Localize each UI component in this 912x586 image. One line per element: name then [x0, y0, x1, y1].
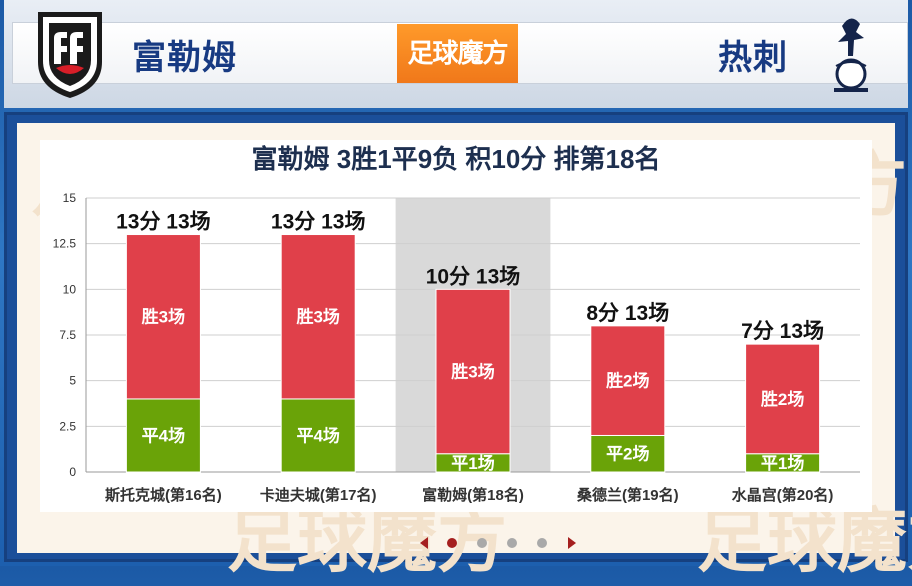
pager — [420, 536, 580, 550]
bar-segment — [280, 234, 356, 400]
bar-total-label: 10分 13场 — [426, 265, 521, 288]
pager-dot-1[interactable] — [447, 538, 457, 548]
bar-segment-label: 平4场 — [296, 426, 339, 445]
y-tick-label: 12.5 — [53, 237, 77, 251]
bar-segment — [590, 325, 666, 436]
bar-segment-label: 平4场 — [142, 426, 185, 445]
bar-total-label: 8分 13场 — [586, 302, 669, 325]
x-tick-label: 卡迪夫城(第17名) — [260, 486, 377, 504]
bar-segment-label: 胜2场 — [606, 372, 649, 391]
bar-total-label: 13分 13场 — [116, 211, 211, 234]
y-tick-label: 7.5 — [59, 328, 76, 342]
x-tick-label: 斯托克城(第16名) — [105, 486, 222, 504]
x-tick-label: 桑德兰(第19名) — [577, 486, 679, 504]
y-tick-label: 0 — [69, 465, 76, 479]
bar-segment-label: 平1场 — [451, 454, 494, 473]
bar-segment — [745, 343, 821, 455]
next-arrow-icon[interactable] — [568, 537, 576, 549]
bar-total-label: 13分 13场 — [271, 211, 366, 234]
bar-segment — [590, 434, 666, 473]
y-tick-label: 10 — [63, 282, 77, 296]
bar-segment-label: 平1场 — [761, 454, 804, 473]
chart-title: 富勒姆 3胜1平9负 积10分 排第18名 — [251, 144, 661, 174]
tottenham-crest-icon — [834, 18, 868, 92]
brand-logo: 足球魔方 — [397, 24, 518, 83]
y-tick-label: 5 — [69, 374, 76, 388]
bar-total-label: 7分 13场 — [741, 320, 824, 343]
y-tick-label: 2.5 — [59, 419, 76, 433]
match-header: 富勒姆 足球魔方 热刺 — [4, 0, 908, 108]
home-team-name: 富勒姆 — [132, 39, 237, 77]
bar-segment-label: 平2场 — [606, 445, 649, 464]
bar-segment-label: 胜3场 — [142, 308, 185, 327]
fulham-crest-icon — [38, 12, 102, 98]
bar-segment — [280, 398, 356, 473]
bar-segment — [125, 234, 201, 400]
away-team-name: 热刺 — [718, 39, 788, 77]
prev-arrow-icon[interactable] — [420, 537, 428, 549]
x-tick-label: 水晶宫(第20名) — [732, 486, 834, 504]
bar-segment-label: 胜2场 — [761, 390, 804, 409]
y-tick-label: 15 — [63, 191, 77, 205]
pager-dot-3[interactable] — [507, 538, 517, 548]
pager-dot-2[interactable] — [477, 538, 487, 548]
bar-segment-label: 胜3场 — [451, 363, 494, 382]
pager-dot-4[interactable] — [537, 538, 547, 548]
bar-segment — [435, 288, 511, 455]
bar-segment-label: 胜3场 — [296, 308, 339, 327]
x-tick-label: 富勒姆(第18名) — [422, 486, 524, 504]
